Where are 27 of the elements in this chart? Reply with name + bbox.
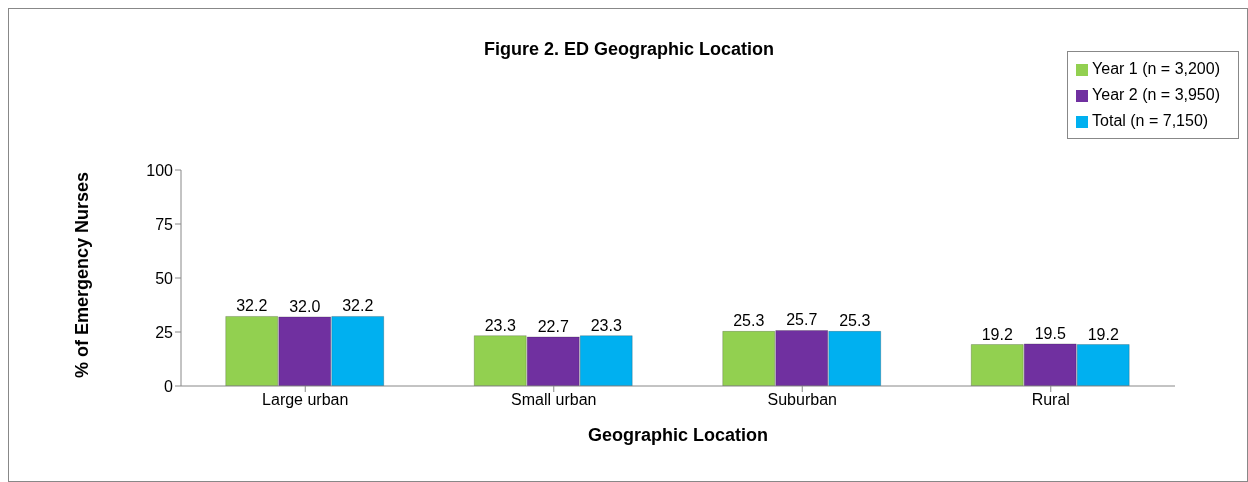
data-label: 25.7 bbox=[786, 311, 818, 329]
legend-label: Total (n = 7,150) bbox=[1092, 112, 1209, 129]
x-tick-label: Small urban bbox=[511, 391, 597, 409]
y-tick-label: 25 bbox=[155, 323, 174, 341]
y-tick-label: 75 bbox=[155, 215, 174, 233]
y-axis-title: % of Emergency Nurses bbox=[72, 171, 93, 378]
y-tick-label: 100 bbox=[146, 161, 174, 179]
x-axis-title: Geographic Location bbox=[587, 425, 769, 445]
data-label: 19.2 bbox=[981, 325, 1013, 343]
chart-title: Figure 2. ED Geographic Location bbox=[482, 39, 775, 60]
data-label: 32.2 bbox=[342, 297, 374, 315]
x-tick-label: Rural bbox=[1031, 391, 1070, 409]
data-label: 32.0 bbox=[289, 297, 321, 315]
y-tick-label: 50 bbox=[155, 269, 174, 287]
legend-label: Year 1 (n = 3,200) bbox=[1092, 60, 1220, 77]
data-label: 32.2 bbox=[236, 297, 268, 315]
x-tick-label: Suburban bbox=[767, 391, 837, 409]
data-label: 25.3 bbox=[733, 312, 765, 330]
data-label: 23.3 bbox=[484, 316, 516, 334]
legend-label: Year 2 (n = 3,950) bbox=[1092, 86, 1220, 103]
data-label: 23.3 bbox=[590, 316, 622, 334]
y-tick-label: 0 bbox=[164, 377, 174, 395]
x-tick-label: Large urban bbox=[262, 391, 349, 409]
data-label: 19.5 bbox=[1034, 324, 1066, 342]
data-label: 19.2 bbox=[1087, 325, 1119, 343]
data-label: 22.7 bbox=[537, 317, 569, 335]
data-label: 25.3 bbox=[839, 312, 871, 330]
